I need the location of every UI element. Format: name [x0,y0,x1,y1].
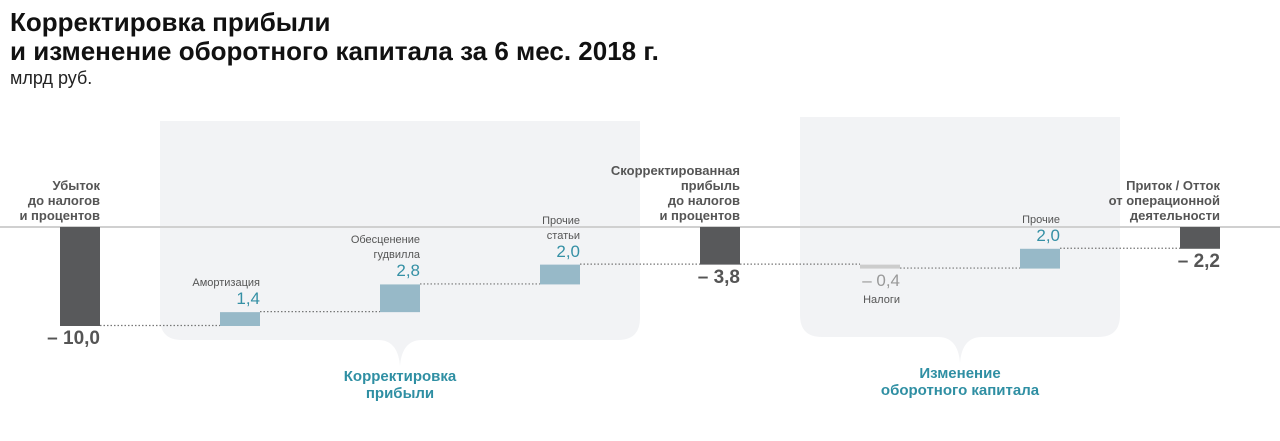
bar-increase [1020,248,1060,269]
bar-total [1180,227,1220,249]
bar-increase [540,264,580,285]
value-label: – 10,0 [47,328,100,349]
bar-decrease [860,264,900,269]
value-label: – 0,4 [862,270,900,290]
value-label: – 3,8 [697,266,740,288]
category-label: Скорректированная прибыль до налогов и п… [610,163,740,223]
bar-total [60,227,100,326]
value-label: 2,0 [556,241,580,261]
unit-label: млрд руб. [10,68,93,88]
category-label: Прочие [1022,213,1060,226]
bar-increase [220,312,260,326]
value-label: – 2,2 [1177,250,1220,272]
value-label: 2,0 [1036,225,1060,245]
value-label: 2,8 [396,261,420,281]
category-label: Амортизация [192,277,260,290]
bar-total [700,227,740,265]
group-label: Изменение оборотного капитала [880,365,1040,399]
chart-title: Корректировка прибыли и изменение оборот… [10,7,659,66]
category-label: Убыток до налогов и процентов [19,178,100,223]
group-panel [800,117,1120,363]
category-label: Обесценение гудвилла [350,234,420,262]
value-label: 1,4 [236,289,260,309]
category-label: Приток / Отток от операционной деятельно… [1108,178,1220,223]
bar-increase [380,284,420,313]
group-panel [160,121,640,366]
category-label: Налоги [863,293,900,306]
group-label: Корректировка прибыли [343,368,457,402]
category-label: Прочие статьи [542,214,580,242]
